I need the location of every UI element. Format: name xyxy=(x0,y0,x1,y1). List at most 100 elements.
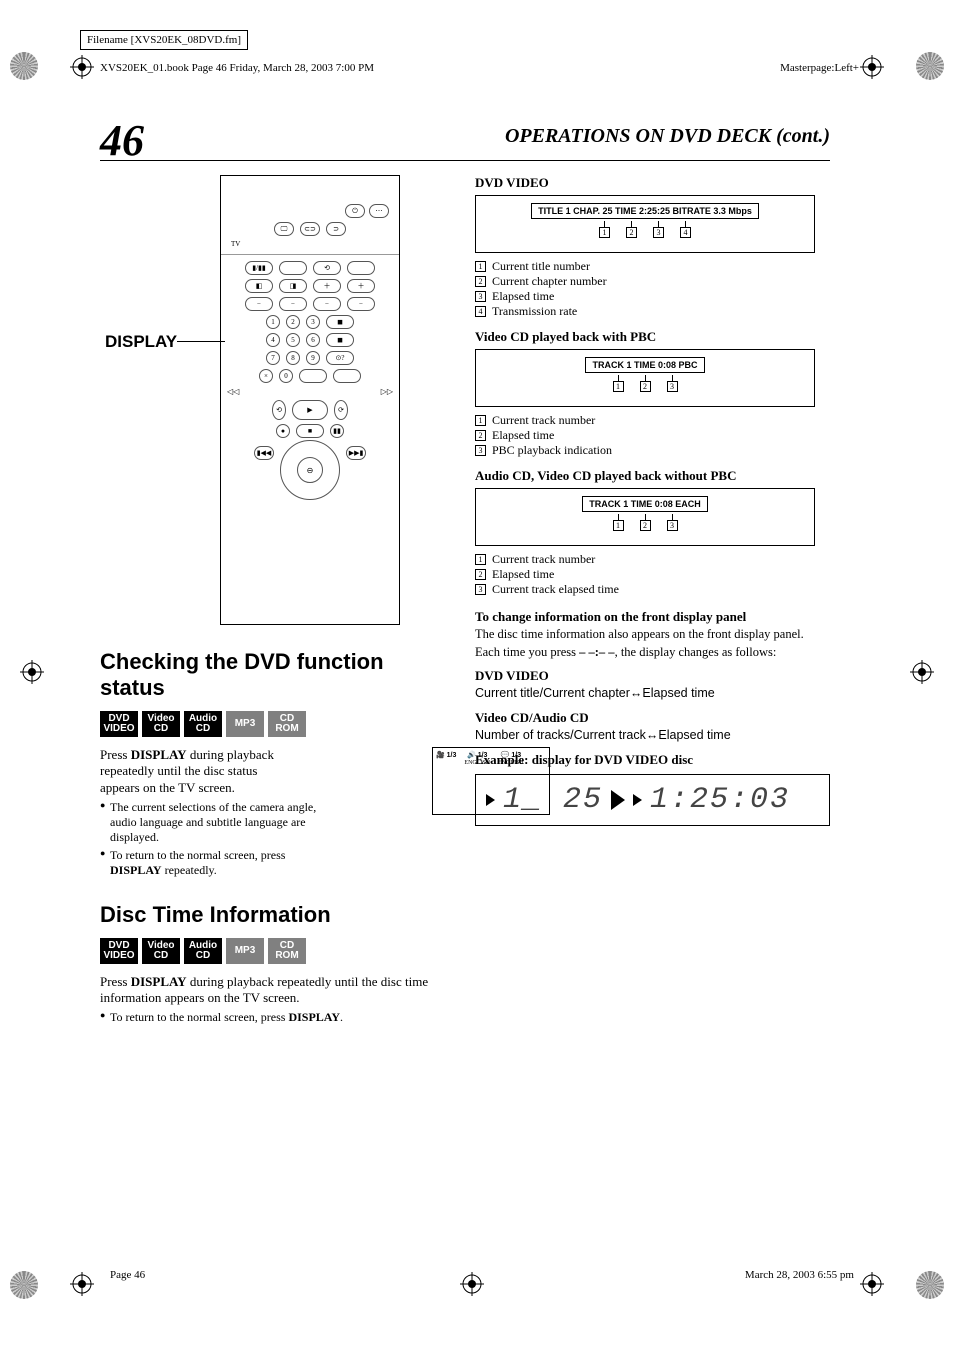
change-vcd-h: Video CD/Audio CD xyxy=(475,710,830,726)
legend-item: 3Elapsed time xyxy=(475,289,830,304)
callout: 1 xyxy=(599,221,610,238)
legend-item: 3PBC playback indication xyxy=(475,443,830,458)
bullet-2: To return to the normal screen, press DI… xyxy=(100,1010,430,1025)
media-badge: CDROM xyxy=(268,938,306,964)
play-triangle-icon xyxy=(486,794,495,806)
remote-num-6: 6 xyxy=(306,333,320,347)
remote-btn: ◼ xyxy=(326,333,354,347)
printer-mark-br xyxy=(916,1271,944,1299)
printer-mark-tl xyxy=(10,52,38,80)
masterpage-label: Masterpage:Left+ xyxy=(780,62,859,74)
legend-item: 1Current title number xyxy=(475,259,830,274)
badges-row-1: DVDVIDEOVideoCDAudioCDMP3CDROM xyxy=(100,711,440,737)
left-column: DISPLAY ⏻ ⋯ 🖵⊂⊃⊃ TV ▮/▮▮⟲ ◧◨＋＋ −−−− 123◼… xyxy=(100,175,440,1028)
legend-item: 2Elapsed time xyxy=(475,567,830,582)
remote-num-2: 2 xyxy=(286,315,300,329)
media-badge: VideoCD xyxy=(142,711,180,737)
legend-item: 1Current track number xyxy=(475,413,830,428)
callout: 2 xyxy=(640,375,651,392)
audio-cd-display-text: TRACK 1 TIME 0:08 EACH xyxy=(582,496,708,512)
remote-stop-icon: ■ xyxy=(296,424,324,438)
remote-display-button: ◧ xyxy=(245,279,273,293)
change-dvd-h: DVD VIDEO xyxy=(475,668,830,684)
remote-btn: ⟲ xyxy=(272,400,286,420)
remote-btn: 🖵 xyxy=(274,222,294,236)
status-item: 🎥 1/3 xyxy=(436,751,456,766)
remote-num-4: 4 xyxy=(266,333,280,347)
remote-btn: − xyxy=(245,297,273,311)
remote-btn: ⊂⊃ xyxy=(300,222,320,236)
remote-num-0: 0 xyxy=(279,369,293,383)
remote-btn: ⊙? xyxy=(326,351,354,365)
remote-prev-icon: ▮◀◀ xyxy=(254,446,274,460)
media-badge: MP3 xyxy=(226,938,264,964)
legend-item: 2Elapsed time xyxy=(475,428,830,443)
remote-pause-icon: ▮▮ xyxy=(330,424,344,438)
callout: 3 xyxy=(667,375,678,392)
media-badge: MP3 xyxy=(226,711,264,737)
remote-btn xyxy=(279,261,307,275)
remote-next-icon: ▶▶▮ xyxy=(346,446,366,460)
registration-mark xyxy=(860,1272,884,1296)
registration-mark xyxy=(20,660,44,684)
remote-rec-icon: ● xyxy=(276,424,290,438)
registration-mark xyxy=(70,55,94,79)
callout: 4 xyxy=(680,221,691,238)
sub-h-vcd-pbc: Video CD played back with PBC xyxy=(475,329,830,345)
right-column: DVD VIDEO TITLE 1 CHAP. 25 TIME 2:25:25 … xyxy=(475,175,830,826)
dvd-video-display-text: TITLE 1 CHAP. 25 TIME 2:25:25 BITRATE 3.… xyxy=(531,203,759,219)
play-triangle-icon xyxy=(633,794,642,806)
printer-mark-bl xyxy=(10,1271,38,1299)
legend-item: 3Current track elapsed time xyxy=(475,582,830,597)
remote-num-8: 8 xyxy=(286,351,300,365)
badges-row-2: DVDVIDEOVideoCDAudioCDMP3CDROM xyxy=(100,938,440,964)
media-badge: CDROM xyxy=(268,711,306,737)
sub-h-audio-cd: Audio CD, Video CD played back without P… xyxy=(475,468,830,484)
bullet-1a: The current selections of the camera ang… xyxy=(100,800,325,845)
footer-date: March 28, 2003 6:55 pm xyxy=(745,1269,854,1281)
remote-btn: − xyxy=(279,297,307,311)
change-info-para1: The disc time information also appears o… xyxy=(475,627,830,643)
registration-mark xyxy=(910,660,934,684)
remote-btn xyxy=(299,369,327,383)
book-line: XVS20EK_01.book Page 46 Friday, March 28… xyxy=(100,62,374,74)
dvd-video-display-panel: TITLE 1 CHAP. 25 TIME 2:25:25 BITRATE 3.… xyxy=(475,195,815,253)
remote-btn xyxy=(333,369,361,383)
remote-rew-icon: ◁◁ xyxy=(227,387,239,396)
media-badge: AudioCD xyxy=(184,938,222,964)
change-info-para2: Each time you press – –:– –, the display… xyxy=(475,645,830,661)
vcd-pbc-legend: 1Current track number2Elapsed time3PBC p… xyxy=(475,413,830,458)
remote-btn: ▮/▮▮ xyxy=(245,261,273,275)
vcd-pbc-display-text: TRACK 1 TIME 0:08 PBC xyxy=(585,357,704,373)
registration-mark xyxy=(70,1272,94,1296)
callout: 1 xyxy=(613,514,624,531)
section-title: OPERATIONS ON DVD DECK (cont.) xyxy=(505,125,830,148)
remote-ff-icon: ▷▷ xyxy=(381,387,393,396)
remote-ok-icon: ⊖ xyxy=(297,457,323,483)
remote-btn: ⟲ xyxy=(313,261,341,275)
callout: 1 xyxy=(613,375,624,392)
callout: 2 xyxy=(640,514,651,531)
vcd-pbc-display-panel: TRACK 1 TIME 0:08 PBC 123 xyxy=(475,349,815,407)
remote-num-9: 9 xyxy=(306,351,320,365)
seg-value-2: 1:25:03 xyxy=(650,783,790,817)
callout: 2 xyxy=(626,221,637,238)
seg-value-1: 1_ 25 xyxy=(503,783,603,817)
remote-illustration: DISPLAY ⏻ ⋯ 🖵⊂⊃⊃ TV ▮/▮▮⟲ ◧◨＋＋ −−−− 123◼… xyxy=(220,175,400,625)
remote-btn: − xyxy=(347,297,375,311)
dvd-video-legend: 1Current title number2Current chapter nu… xyxy=(475,259,830,319)
remote-btn: ◼ xyxy=(326,315,354,329)
remote-btn: ＋ xyxy=(347,279,375,293)
media-badge: VideoCD xyxy=(142,938,180,964)
legend-item: 1Current track number xyxy=(475,552,830,567)
remote-btn: ⟳ xyxy=(334,400,348,420)
legend-item: 4Transmission rate xyxy=(475,304,830,319)
remote-power-icon: ⏻ xyxy=(345,204,365,218)
audio-cd-display-panel: TRACK 1 TIME 0:08 EACH 123 xyxy=(475,488,815,546)
sub-h-dvd-video: DVD VIDEO xyxy=(475,175,830,191)
remote-btn: − xyxy=(313,297,341,311)
callout: 3 xyxy=(667,514,678,531)
remote-cancel-icon: × xyxy=(259,369,273,383)
remote-num-3: 3 xyxy=(306,315,320,329)
remote-tv-label: TV xyxy=(231,240,393,248)
